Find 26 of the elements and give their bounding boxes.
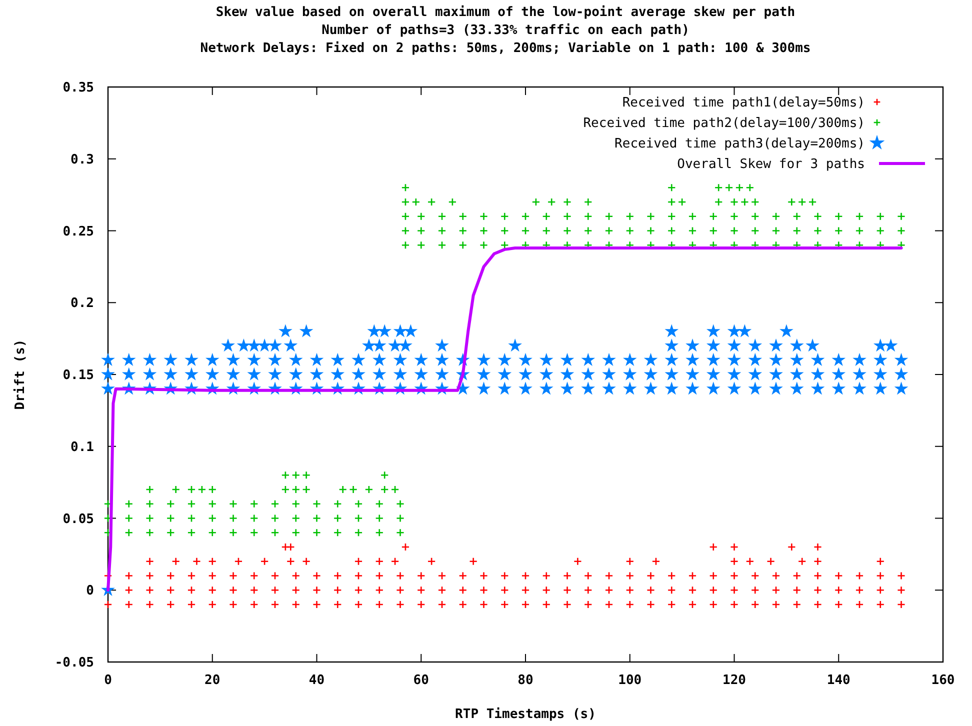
x-tick-label: 60 [413, 673, 430, 688]
x-tick-label: 20 [204, 673, 220, 688]
legend-label: Received time path2(delay=100/300ms) [583, 116, 865, 132]
x-tick-label: 80 [518, 673, 534, 688]
chart-title: Skew value based on overall maximum of the low-point average skew per path [216, 5, 796, 20]
x-axis-title: RTP Timestamps (s) [455, 707, 596, 722]
x-tick-label: 40 [308, 673, 325, 688]
y-tick-label: 0 [86, 584, 94, 599]
x-tick-label: 100 [618, 673, 642, 688]
y-tick-label: 0.2 [70, 296, 94, 312]
x-tick-label: 160 [931, 673, 955, 688]
y-tick-label: 0.3 [70, 152, 94, 168]
legend-label: Received time path3(delay=200ms) [614, 136, 865, 152]
y-tick-label: 0.15 [62, 368, 94, 384]
y-axis-title: Drift (s) [13, 339, 28, 410]
legend-label: Overall Skew for 3 paths [677, 157, 865, 172]
legend-label: Received time path1(delay=50ms) [622, 96, 865, 111]
y-tick-label: 0.25 [62, 224, 94, 240]
y-tick-label: 0.1 [70, 440, 94, 455]
y-tick-label: 0.05 [62, 512, 94, 527]
x-tick-label: 120 [722, 673, 746, 688]
y-tick-label: 0.35 [62, 80, 94, 96]
y-tick-label: -0.05 [54, 656, 94, 671]
chart-subtitle: Number of paths=3 (33.33% traffic on each path) Network Delays: Fixed on 2 paths: 50ms, 200ms; Variable on 1 path: 100 & 300ms [200, 23, 811, 56]
x-tick-label: 140 [826, 673, 851, 688]
x-tick-label: 0 [104, 673, 112, 688]
